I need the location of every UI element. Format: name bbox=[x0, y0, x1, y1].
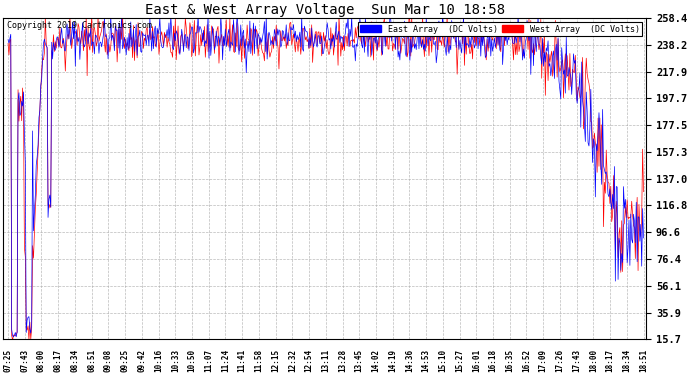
Text: Copyright 2019 Cartronics.com: Copyright 2019 Cartronics.com bbox=[7, 21, 152, 30]
Legend: East Array  (DC Volts), West Array  (DC Volts): East Array (DC Volts), West Array (DC Vo… bbox=[358, 22, 642, 36]
Title: East & West Array Voltage  Sun Mar 10 18:58: East & West Array Voltage Sun Mar 10 18:… bbox=[145, 3, 505, 17]
